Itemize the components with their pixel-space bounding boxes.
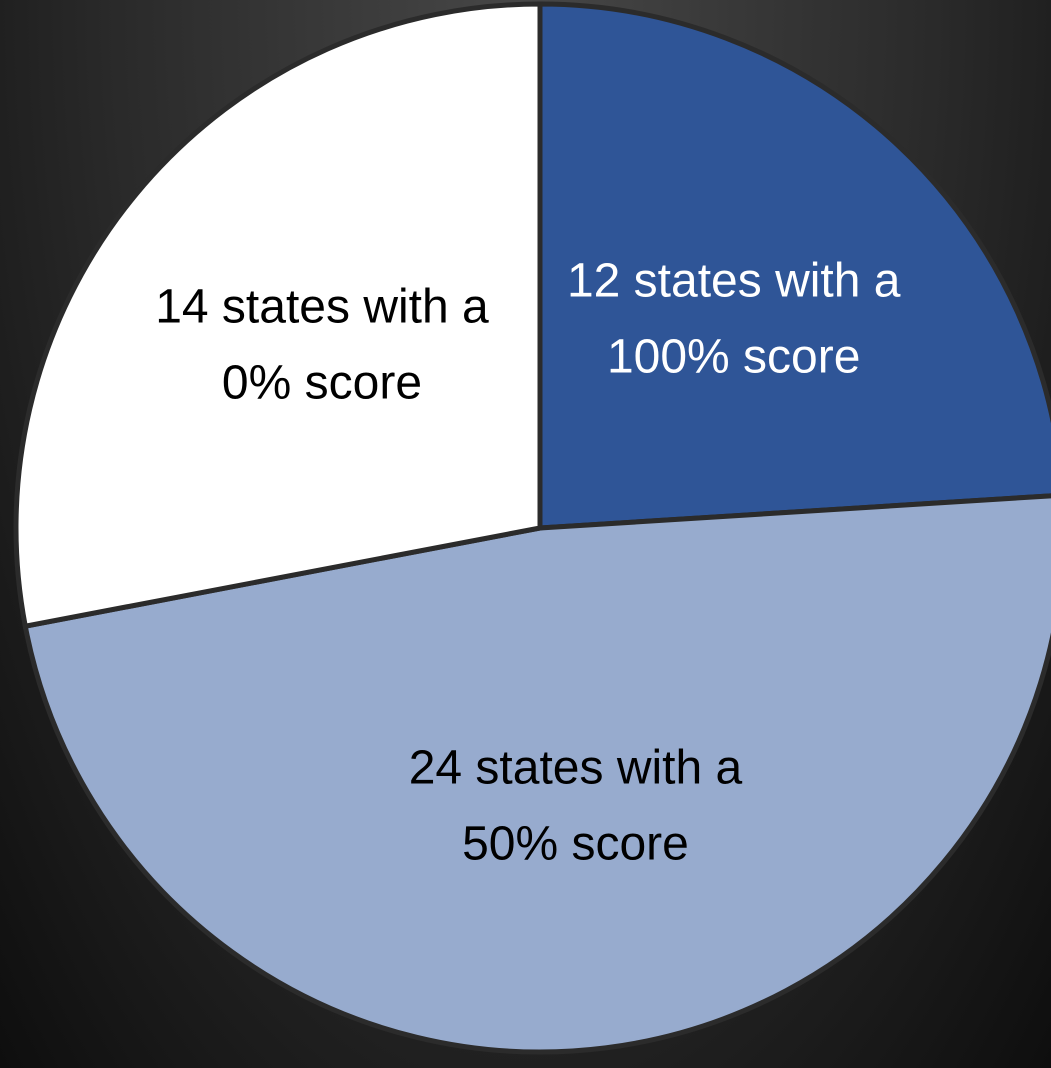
slice-label: 0% score xyxy=(222,356,422,409)
pie-slice xyxy=(13,1,543,630)
slice-label: 24 states with a xyxy=(409,741,743,794)
slice-label: 14 states with a xyxy=(155,280,489,333)
slice-label: 100% score xyxy=(607,330,860,383)
slice-label: 12 states with a xyxy=(567,254,901,307)
pie-slice xyxy=(22,493,1051,1055)
pie-slice xyxy=(537,1,1051,531)
slice-label: 50% score xyxy=(462,817,689,870)
